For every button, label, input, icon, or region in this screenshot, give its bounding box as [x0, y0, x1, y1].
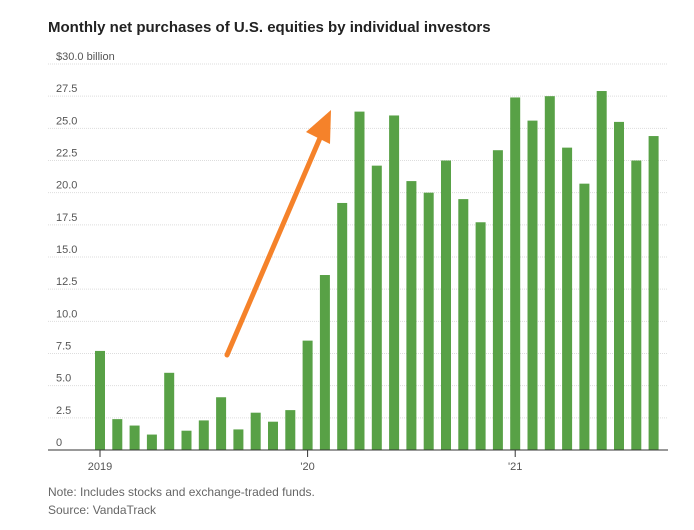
- bar: [302, 340, 313, 450]
- bar: [648, 136, 659, 450]
- bar: [216, 397, 227, 450]
- bar: [510, 97, 521, 450]
- bar: [458, 199, 469, 450]
- bar: [475, 222, 486, 450]
- arrow-head: [306, 110, 331, 144]
- bar: [406, 181, 417, 450]
- chart-title: Monthly net purchases of U.S. equities b…: [48, 19, 491, 36]
- y-tick-label: 5.0: [56, 373, 71, 385]
- y-tick-label: 22.5: [56, 148, 77, 160]
- y-tick-label: 10.0: [56, 308, 77, 320]
- bar: [596, 91, 607, 451]
- y-tick-label: 12.5: [56, 276, 77, 288]
- bar: [423, 192, 434, 450]
- bar: [441, 160, 451, 450]
- bar: [527, 120, 538, 450]
- y-tick-label: $30.0 billion: [56, 51, 115, 63]
- arrow-shaft: [224, 135, 323, 358]
- bar: [112, 419, 123, 450]
- bar: [354, 111, 365, 451]
- bar: [181, 430, 192, 450]
- bar: [285, 410, 296, 450]
- y-tick-label: 7.5: [56, 341, 71, 353]
- bar: [579, 183, 590, 450]
- bar: [164, 372, 175, 450]
- bar: [562, 147, 573, 450]
- y-tick-label: 27.5: [56, 83, 77, 95]
- bar: [492, 150, 503, 450]
- bar: [268, 421, 278, 450]
- y-tick-label: 20.0: [56, 180, 77, 192]
- x-tick-label: 2019: [88, 461, 112, 473]
- y-tick-label: 2.5: [56, 405, 71, 417]
- bar: [614, 121, 624, 451]
- bar: [95, 350, 105, 450]
- bar: [389, 115, 400, 450]
- bar: [250, 412, 261, 450]
- bar: [319, 275, 330, 450]
- y-tick-label: 17.5: [56, 212, 77, 224]
- bar: [198, 420, 209, 450]
- bar: [129, 425, 140, 450]
- x-tick-label: '20: [300, 461, 314, 473]
- bar: [146, 434, 157, 450]
- bar: [631, 160, 642, 450]
- y-tick-label: 15.0: [56, 244, 77, 256]
- bar: [233, 429, 244, 450]
- source: Source: VandaTrack: [48, 503, 157, 517]
- bar: [337, 202, 348, 450]
- bar: [544, 96, 555, 451]
- note: Note: Includes stocks and exchange-trade…: [48, 485, 315, 499]
- x-tick-label: '21: [508, 461, 522, 473]
- y-tick-label: 25.0: [56, 115, 77, 127]
- y-tick-label: 0: [56, 437, 62, 449]
- bar: [371, 165, 382, 450]
